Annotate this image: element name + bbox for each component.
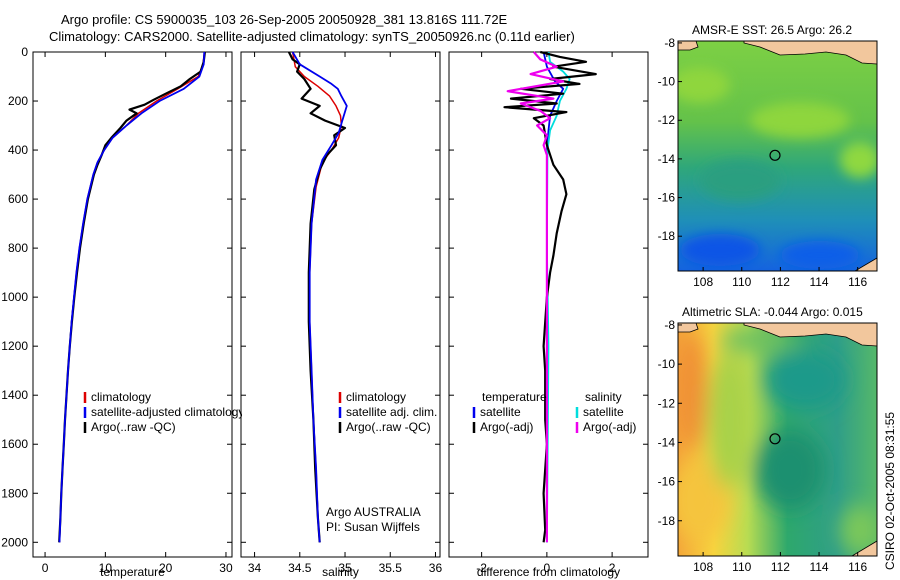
- salinity-series-satellite-adj-clim-: [291, 51, 348, 543]
- sst-ytick-label: -12: [658, 113, 676, 127]
- figure-title-line2: Climatology: CARS2000. Satellite-adjuste…: [49, 29, 575, 44]
- sla-field-patches: [678, 328, 877, 555]
- sst-xtick-label: 116: [848, 275, 867, 289]
- temperature-ytick-label: 1600: [1, 437, 28, 451]
- sst-xtick-label: 112: [771, 275, 790, 289]
- sla-map-ticks: 108 110 112 114 116 -8 -10 -12 -14 -16 -18: [658, 318, 868, 574]
- temperature-panel: 0 10 20 30 0 200 400 600 800 1000 1200 1400 1600 1800…: [1, 45, 244, 579]
- sla-xtick-label: 112: [771, 560, 790, 574]
- sla-map: Altimetric SLA: -0.044 Argo: 0.015 108 11…: [658, 305, 878, 574]
- temperature-xtick-label: 10: [99, 561, 113, 575]
- salinity-legend-label: satellite adj. clim.: [346, 405, 437, 419]
- temperature-xtick-label: 30: [219, 561, 233, 575]
- sla-land: [743, 323, 877, 347]
- temperature-xlabel: temperature: [100, 565, 165, 579]
- difference-xlabel: difference from climatology: [477, 565, 620, 579]
- difference-legend-label: satellite: [583, 405, 624, 419]
- sst-map: AMSR-E SST: 26.5 Argo: 26.2 108 110 112 114…: [658, 23, 878, 289]
- salinity-legend-label: Argo(..raw -QC): [346, 420, 431, 434]
- sla-land-west: [678, 323, 699, 333]
- sla-argo-position-marker: [769, 433, 781, 445]
- temperature-series-climatology: [58, 51, 206, 543]
- sst-ytick-label: -14: [658, 152, 676, 166]
- difference-series-salinity-satellite: [546, 51, 571, 543]
- sst-ytick-label: -18: [658, 229, 676, 243]
- temperature-series-argo-raw-qc-: [58, 51, 206, 543]
- temperature-xtick-label: 20: [159, 561, 173, 575]
- salinity-panel: 34 34.5 35 35.5 36 salinity climatologysatelli…: [240, 51, 443, 579]
- sla-map-title: Altimetric SLA: -0.044 Argo: 0.015: [682, 305, 863, 319]
- sla-xtick-label: 110: [732, 560, 751, 574]
- temperature-ytick-label: 600: [8, 192, 28, 206]
- sla-map-frame: [677, 322, 878, 557]
- temperature-legend-label: climatology: [91, 390, 151, 404]
- timestamp-side-label: CSIRO 02-Oct-2005 08:31:55: [883, 412, 897, 570]
- profile-panels: 0 10 20 30020040060080010001200140016001800…: [1, 45, 649, 579]
- salinity-axes-frame: [240, 51, 441, 558]
- sst-land-south: [854, 257, 877, 271]
- difference-legend-label: Argo(-adj): [480, 420, 533, 434]
- sla-ytick-label: -18: [658, 514, 676, 528]
- temperature-ytick-label: 2000: [1, 535, 28, 549]
- temperature-ytick-label: 0: [21, 45, 28, 59]
- salinity-xtick-label: 34: [248, 561, 262, 575]
- salinity-annotation: PI: Susan Wijffels: [326, 520, 420, 534]
- sla-ytick-label: -10: [658, 357, 676, 371]
- salinity-xtick-label: 35: [338, 561, 352, 575]
- temperature-ytick-label: 200: [8, 94, 28, 108]
- sst-land: [743, 41, 877, 65]
- difference-xtick-label: 0: [544, 561, 551, 575]
- sla-ytick-label: -16: [658, 475, 676, 489]
- difference-series-salinity-argo-adj-: [506, 51, 565, 543]
- figure-title-line1: Argo profile: CS 5900035_103 26-Sep-2005…: [61, 12, 508, 27]
- sst-land-west: [678, 41, 699, 51]
- sla-xtick-label: 108: [693, 560, 713, 574]
- sla-xtick-label: 116: [848, 560, 867, 574]
- sst-map-ticks: 108 110 112 114 116 -8 -10 -12 -14 -16 -18: [658, 36, 868, 289]
- temperature-ytick-label: 400: [8, 143, 28, 157]
- difference-series-temperature-argo-adj-: [503, 50, 597, 543]
- temperature-ytick-label: 1000: [1, 290, 28, 304]
- salinity-xtick-label: 35.5: [379, 561, 403, 575]
- sla-land-south: [851, 540, 877, 556]
- sst-xtick-label: 108: [693, 275, 713, 289]
- salinity-legend-label: climatology: [346, 390, 406, 404]
- sla-ytick-label: -8: [664, 318, 675, 332]
- salinity-annotation: Argo AUSTRALIA: [326, 505, 421, 519]
- sst-xtick-label: 110: [732, 275, 751, 289]
- salinity-xlabel: salinity: [322, 565, 359, 579]
- sla-ytick-label: -12: [658, 396, 676, 410]
- sst-argo-position-marker: [769, 149, 781, 161]
- temperature-legend-label: satellite-adjusted climatology: [91, 405, 244, 419]
- temperature-ytick-label: 800: [8, 241, 28, 255]
- temperature-axes-frame: [32, 51, 233, 558]
- difference-legend-title: salinity: [585, 390, 622, 404]
- sla-ytick-label: -14: [658, 435, 676, 449]
- difference-legend-title: temperature: [482, 390, 547, 404]
- temperature-series-satellite-adjusted-climatology: [58, 51, 206, 543]
- salinity-xtick-label: 34.5: [288, 561, 312, 575]
- sst-field-patches: [678, 67, 877, 269]
- difference-xtick-label: -2: [476, 561, 487, 575]
- difference-legend-label: Argo(-adj): [583, 420, 636, 434]
- temperature-xtick-label: 0: [42, 561, 49, 575]
- salinity-xtick-label: 36: [429, 561, 443, 575]
- sst-ytick-label: -10: [658, 75, 676, 89]
- temperature-ytick-label: 1800: [1, 486, 28, 500]
- sla-xtick-label: 114: [809, 560, 828, 574]
- sst-ytick-label: -16: [658, 191, 676, 205]
- temperature-legend-label: Argo(..raw -QC): [91, 420, 176, 434]
- sst-map-title: AMSR-E SST: 26.5 Argo: 26.2: [692, 23, 852, 37]
- sst-map-frame: [677, 40, 878, 272]
- difference-xtick-label: 2: [609, 561, 616, 575]
- sst-xtick-label: 114: [809, 275, 828, 289]
- temperature-ytick-label: 1400: [1, 388, 28, 402]
- sst-ytick-label: -8: [664, 36, 675, 50]
- difference-legend-label: satellite: [480, 405, 521, 419]
- temperature-ytick-label: 1200: [1, 339, 28, 353]
